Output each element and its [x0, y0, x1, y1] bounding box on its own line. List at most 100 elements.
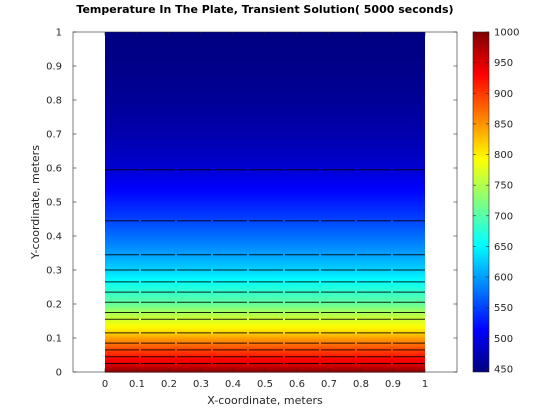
heatmap-cell	[105, 66, 425, 69]
heatmap-cell	[105, 69, 425, 72]
heatmap-cell	[105, 339, 425, 342]
heatmap-cell	[105, 37, 425, 40]
heatmap-cell	[105, 215, 425, 218]
heatmap-cell	[105, 222, 425, 225]
heatmap-cell	[105, 38, 425, 42]
heatmap-cell	[105, 71, 425, 74]
heatmap-cell	[105, 251, 425, 254]
heatmap-cell	[105, 94, 425, 98]
heatmap-cell	[105, 144, 425, 147]
colorbar: 450 500 550 600 650 700 750 800 850 900 950 1000	[472, 28, 519, 375]
heatmap-cell	[105, 111, 425, 115]
heatmap-cell	[105, 246, 425, 249]
heatmap-cell	[105, 91, 425, 94]
heatmap-cell	[105, 220, 425, 223]
heatmap-cell	[105, 173, 425, 176]
colorbar-tick-label: 450	[494, 364, 513, 375]
y-tick-label: 0.2	[46, 300, 62, 311]
heatmap-cell	[105, 151, 425, 154]
heatmap-cell	[105, 292, 425, 295]
heatmap-cell	[105, 312, 425, 315]
heatmap-cell	[105, 188, 425, 191]
heatmap-cell	[105, 64, 425, 67]
heatmap-cell	[105, 118, 425, 121]
heatmap-cell	[105, 77, 425, 81]
heatmap-cell	[105, 49, 425, 52]
heatmap-cell	[105, 322, 425, 325]
x-tick-label: 0.7	[321, 379, 337, 390]
heatmap-cell	[105, 326, 425, 329]
y-tick-label: 0.9	[46, 62, 62, 73]
heatmap-cell	[105, 203, 425, 206]
heatmap-cell	[105, 263, 425, 266]
heatmap-cell	[105, 183, 425, 186]
heatmap-cell	[105, 191, 425, 195]
heatmap-cell	[105, 273, 425, 276]
heatmap-cell	[105, 341, 425, 344]
y-tick-label: 0.8	[46, 96, 62, 107]
heatmap-cell	[105, 219, 425, 222]
heatmap-cell	[105, 196, 425, 200]
colorbar-gradient	[473, 32, 489, 372]
heatmap-cell	[105, 100, 425, 103]
heatmap-cell	[105, 281, 425, 285]
heatmap-cell	[105, 117, 425, 120]
heatmap-cell	[105, 60, 425, 64]
heatmap-cell	[105, 254, 425, 257]
heatmap-cell	[105, 276, 425, 280]
heatmap-cell	[105, 50, 425, 53]
heatmap-cell	[105, 353, 425, 356]
heatmap-cell	[105, 295, 425, 298]
colorbar-box	[472, 31, 490, 373]
heatmap-cell	[105, 55, 425, 59]
x-tick-label: 0.9	[385, 379, 401, 390]
heatmap-cell	[105, 186, 425, 189]
y-tick-label: 0.3	[46, 266, 62, 277]
heatmap-cell	[105, 181, 425, 184]
heatmap-cell	[105, 93, 425, 96]
heatmap-cell	[105, 224, 425, 227]
heatmap-cell	[105, 86, 425, 89]
heatmap-cell	[105, 344, 425, 348]
heatmap-cell	[105, 332, 425, 336]
heatmap-cell	[105, 288, 425, 291]
heatmap-cell	[105, 360, 425, 363]
colorbar-tick-label: 1000	[494, 28, 519, 39]
heatmap-cell	[105, 171, 425, 174]
heatmap-cell	[105, 57, 425, 60]
x-tick-label: 0	[102, 379, 108, 390]
heatmap-cell	[105, 164, 425, 167]
x-tick-label: 1	[422, 379, 428, 390]
heatmap-cell	[105, 217, 425, 220]
colorbar-tick-label: 750	[494, 181, 513, 192]
heatmap-cell	[105, 110, 425, 113]
heatmap-cell	[105, 268, 425, 271]
heatmap-cell	[105, 128, 425, 132]
heatmap-cell	[105, 62, 425, 65]
x-tick-label: 0.8	[353, 379, 369, 390]
heatmap-cell	[105, 356, 425, 359]
colorbar-tick-label: 600	[494, 273, 513, 284]
colorbar-tick-label: 900	[494, 89, 513, 100]
y-tick-label: 0.4	[46, 232, 62, 243]
heatmap-cell	[105, 315, 425, 319]
heatmap-cell	[105, 207, 425, 210]
heatmap-cell	[105, 89, 425, 93]
heatmap-cell	[105, 304, 425, 307]
heatmap-cell	[105, 258, 425, 261]
y-tick-label: 0.7	[46, 130, 62, 141]
heatmap-cell	[105, 149, 425, 152]
heatmap-cell	[105, 169, 425, 172]
heatmap-cell	[105, 256, 425, 259]
heatmap-cell	[105, 324, 425, 327]
heatmap-cell	[105, 298, 425, 302]
heatmap-cell	[105, 241, 425, 244]
colorbar-tick-label: 950	[494, 58, 513, 69]
heatmap-cell	[105, 271, 425, 274]
heatmap-cell	[105, 145, 425, 149]
heatmap-cell	[105, 84, 425, 87]
heatmap-cell	[105, 261, 425, 264]
heatmap-cell	[105, 355, 425, 358]
heatmap-cell	[105, 270, 425, 273]
